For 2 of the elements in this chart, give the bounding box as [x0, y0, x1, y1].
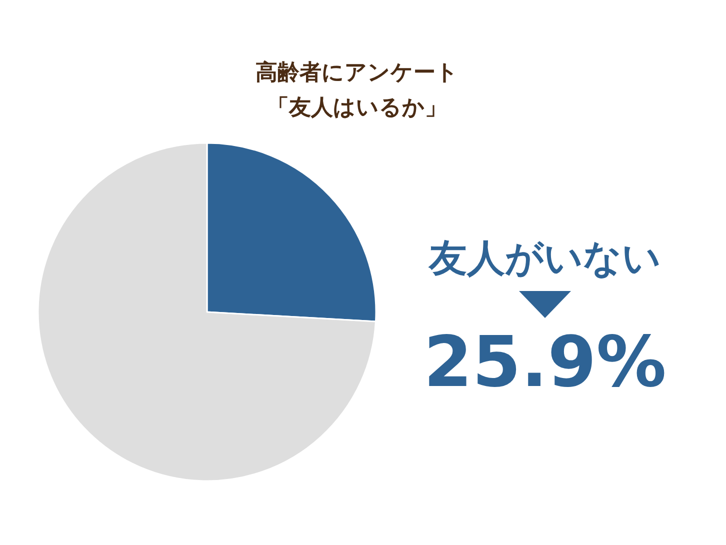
subtitle: 「友人はいるか」	[267, 96, 447, 120]
title: 高齢者にアンケート	[256, 60, 458, 86]
